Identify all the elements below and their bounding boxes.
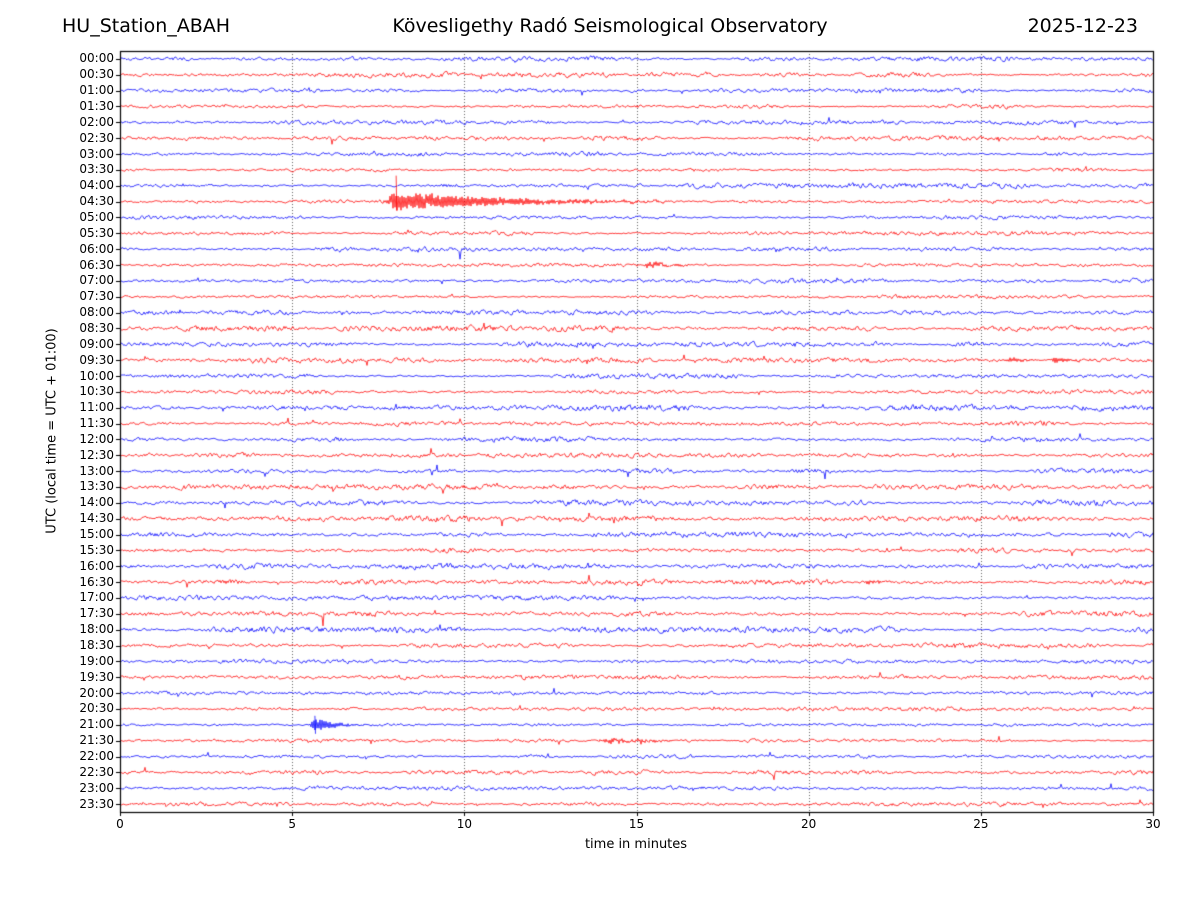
y-tick-label: 09:00: [79, 336, 114, 351]
y-tick-label: 07:30: [79, 289, 114, 304]
y-tick-label: 08:00: [79, 305, 114, 320]
y-tick-label: 16:30: [79, 574, 114, 589]
y-tick-label: 04:30: [79, 194, 114, 209]
y-tick-label: 01:30: [79, 98, 114, 113]
y-tick-label: 16:00: [79, 558, 114, 573]
x-tick-label: 20: [801, 817, 817, 831]
observatory-title: Kövesligethy Radó Seismological Observat…: [392, 15, 828, 37]
y-tick-label: 11:00: [79, 400, 114, 415]
y-tick-label: 06:00: [79, 241, 114, 256]
x-tick-label: 30: [1145, 817, 1161, 831]
x-tick-label: 5: [288, 817, 296, 831]
y-tick-label: 22:00: [79, 749, 114, 763]
y-tick-label: 22:30: [79, 764, 114, 779]
y-tick-label: 13:30: [79, 479, 114, 494]
y-tick-label: 15:00: [79, 527, 114, 542]
y-tick-label: 21:30: [79, 733, 114, 748]
x-tick-label: 10: [456, 817, 472, 831]
y-tick-label: 08:30: [79, 320, 114, 335]
y-tick-label: 10:00: [79, 368, 114, 383]
y-tick-label: 12:00: [79, 431, 114, 446]
y-tick-label: 10:30: [79, 384, 114, 399]
y-tick-label: 18:00: [79, 622, 114, 637]
y-tick-label: 11:30: [79, 416, 114, 431]
x-tick-label: 25: [973, 817, 989, 831]
y-tick-label: 15:30: [79, 542, 114, 557]
y-tick-label: 19:30: [79, 669, 114, 684]
y-tick-label: 09:30: [79, 352, 114, 367]
y-tick-label: 02:00: [79, 114, 114, 129]
y-tick-label: 03:00: [79, 146, 114, 161]
y-tick-label: 20:00: [79, 685, 114, 700]
y-tick-label: 18:30: [79, 638, 114, 653]
y-tick-label: 14:30: [79, 511, 114, 526]
y-tick-label: 12:30: [79, 447, 114, 462]
date-title: 2025-12-23: [1027, 15, 1138, 37]
y-tick-label: 07:00: [79, 273, 114, 288]
y-tick-label: 20:30: [79, 701, 114, 716]
x-tick-label: 15: [628, 817, 645, 831]
y-tick-label: 05:30: [79, 225, 114, 240]
y-tick-label: 04:00: [79, 178, 114, 193]
y-tick-label: 21:00: [79, 717, 114, 732]
y-tick-label: 13:00: [79, 463, 114, 478]
y-tick-label: 23:30: [79, 796, 114, 811]
x-axis-label: time in minutes: [584, 837, 688, 852]
x-tick-label: 0: [116, 817, 124, 831]
y-tick-label: 02:30: [79, 130, 114, 145]
y-tick-label: 00:00: [79, 51, 114, 66]
y-tick-label: 17:00: [79, 590, 114, 605]
y-tick-label: 23:00: [79, 780, 114, 795]
y-tick-label: 17:30: [79, 606, 114, 621]
station-title: HU_Station_ABAH: [62, 15, 231, 37]
y-tick-label: 01:00: [79, 83, 114, 98]
y-tick-label: 14:00: [79, 495, 114, 510]
y-tick-label: 06:30: [79, 257, 114, 272]
y-tick-label: 03:30: [79, 162, 114, 177]
y-tick-label: 05:00: [79, 209, 114, 224]
y-tick-label: 19:00: [79, 653, 114, 668]
y-tick-label: 00:30: [79, 67, 114, 82]
